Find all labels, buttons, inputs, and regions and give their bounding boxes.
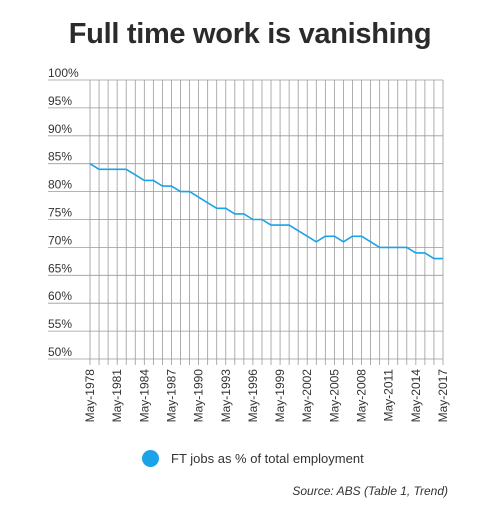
grid [48, 79, 444, 365]
x-tick-label: May-2017 [436, 369, 450, 423]
x-tick-label: May-1990 [192, 369, 206, 423]
legend-label: FT jobs as % of total employment [171, 451, 364, 466]
x-tick-label: May-2008 [355, 369, 369, 423]
legend-marker-icon [142, 450, 159, 467]
chart-title: Full time work is vanishing [68, 18, 432, 50]
x-axis-ticks: May-1978 May-1981 May-1984 May-1987 May-1990… [83, 369, 450, 423]
y-tick-label: 90% [48, 122, 72, 136]
y-tick-label: 95% [48, 94, 72, 108]
x-tick-label: May-1987 [164, 369, 178, 423]
source-note: Source: ABS (Table 1, Trend) [292, 484, 448, 498]
series-line [89, 163, 443, 260]
x-tick-label: May-1981 [110, 369, 124, 423]
x-tick-label: May-2014 [409, 369, 423, 423]
x-tick-label: May-2005 [327, 369, 341, 423]
y-tick-label: 55% [48, 317, 72, 331]
x-tick-label: May-1999 [273, 369, 287, 423]
x-tick-label: May-1996 [246, 369, 260, 423]
y-tick-label: 65% [48, 261, 72, 275]
x-tick-label: May-2011 [382, 369, 396, 422]
x-tick-label: May-1978 [83, 369, 97, 423]
y-tick-label: 85% [48, 150, 72, 164]
y-tick-label: 100% [48, 66, 79, 80]
y-tick-label: 60% [48, 289, 72, 303]
y-tick-label: 70% [48, 233, 72, 247]
y-tick-label: 80% [48, 178, 72, 192]
y-axis-ticks: 50% 55% 60% 65% 70% 75% 80% 85% 90% 95% 100% [48, 66, 79, 359]
y-tick-label: 75% [48, 206, 72, 220]
series-lines [89, 163, 443, 260]
legend: FT jobs as % of total employment [142, 450, 364, 467]
y-tick-label: 50% [48, 345, 72, 359]
x-tick-label: May-1993 [219, 369, 233, 423]
x-tick-label: May-2002 [300, 369, 314, 423]
x-tick-label: May-1984 [137, 369, 151, 423]
